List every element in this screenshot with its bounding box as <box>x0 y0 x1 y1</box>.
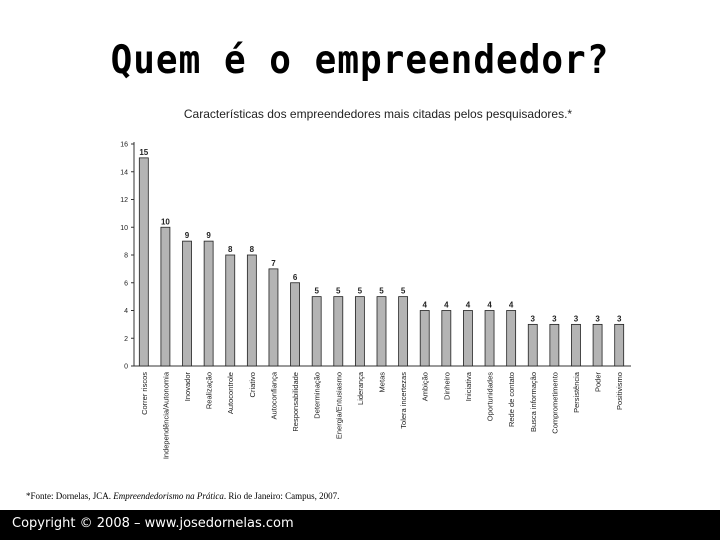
bar <box>225 254 236 367</box>
bar <box>571 323 581 367</box>
bar <box>398 296 409 367</box>
bar <box>549 323 560 367</box>
bar <box>203 240 214 367</box>
y-tick-label: 10 <box>120 225 128 232</box>
category-label: Comprometimento <box>550 372 559 434</box>
category-labels: Correr riscos Independência/Autonomia Inov… <box>140 371 624 459</box>
bar-value-label: 3 <box>617 314 622 323</box>
bar <box>311 296 322 367</box>
bar <box>333 296 344 367</box>
category-label: Responsabilidade <box>291 372 300 432</box>
footnote-prefix: *Fonte: Dornelas, JCA. <box>26 491 114 501</box>
bar <box>160 226 171 367</box>
category-label: Oportunidades <box>486 372 495 421</box>
bar-value-label: 5 <box>401 287 406 296</box>
bar-value-label: 15 <box>139 148 148 157</box>
category-label: Criativo <box>248 372 257 397</box>
bar-value-label: 8 <box>228 245 233 254</box>
y-tick-label: 14 <box>120 169 128 176</box>
bar <box>354 296 365 367</box>
bar-value-label: 3 <box>595 314 600 323</box>
bar-value-label: 3 <box>574 314 579 323</box>
bar-value-label: 10 <box>161 217 170 226</box>
category-label: Inovador <box>183 371 192 401</box>
category-label: Metas <box>378 372 387 393</box>
category-label: Busca informação <box>529 372 538 432</box>
y-tick-label: 4 <box>124 308 128 315</box>
category-label: Determinação <box>313 372 322 419</box>
bar <box>527 323 538 367</box>
category-label: Tolera incertezas <box>399 372 408 429</box>
bar-value-label: 6 <box>293 273 298 282</box>
bar-value-label: 5 <box>379 287 384 296</box>
y-tick-label: 12 <box>120 197 128 204</box>
chart-title: Características dos empreendedores mais … <box>184 107 573 121</box>
bar <box>268 268 279 367</box>
bar-value-label: 5 <box>358 287 363 296</box>
footer-copyright: Copyright © 2008 – www.josedornelas.com <box>12 516 294 531</box>
bar <box>614 323 625 367</box>
y-tick-label: 6 <box>124 280 128 287</box>
bar-value-label: 7 <box>271 259 276 268</box>
bar-value-label: 3 <box>552 314 557 323</box>
category-label: Rede de contato <box>507 372 516 427</box>
source-footnote: *Fonte: Dornelas, JCA. Empreendedorismo … <box>26 491 339 501</box>
bar <box>484 310 495 367</box>
category-label: Correr riscos <box>140 372 149 415</box>
category-label: Liderança <box>356 371 365 405</box>
footnote-book: Empreendedorismo na Prática <box>113 491 224 501</box>
bar <box>419 310 430 367</box>
y-tick-label: 2 <box>124 336 128 343</box>
footnote-suffix: . Rio de Janeiro: Campus, 2007. <box>223 491 340 501</box>
bar-value-label: 4 <box>444 301 449 310</box>
bar <box>182 240 192 367</box>
bar <box>463 310 473 367</box>
category-label: Persistência <box>572 371 581 413</box>
category-label: Positivismo <box>615 372 624 410</box>
footer-bar: Copyright © 2008 – www.josedornelas.com <box>0 510 720 540</box>
bar-value-label: 5 <box>314 287 319 296</box>
category-label: Realização <box>205 372 214 409</box>
bar-chart: Características dos empreendedores mais … <box>120 107 631 459</box>
bar-value-label: 5 <box>336 287 341 296</box>
slide-title: Quem é o empreendedor? <box>110 37 610 84</box>
category-label: Autoconfiança <box>269 371 278 419</box>
bar-value-label: 4 <box>466 301 471 310</box>
category-label: Independência/Autonomia <box>161 371 170 459</box>
bar-value-label: 9 <box>206 231 211 240</box>
bar <box>246 254 257 367</box>
bars <box>138 157 625 367</box>
bar <box>290 282 300 367</box>
bar-value-label: 4 <box>422 301 427 310</box>
y-tick-label: 8 <box>124 253 128 260</box>
category-label: Autocontrole <box>226 372 235 414</box>
y-tick-label: 16 <box>120 142 128 149</box>
bar <box>441 310 452 367</box>
category-label: Dinheiro <box>442 372 451 400</box>
bar-value-label: 4 <box>487 301 492 310</box>
bar <box>376 296 387 367</box>
y-tick-label: 0 <box>124 364 128 371</box>
bar-value-label: 3 <box>531 314 536 323</box>
bar-value-label: 9 <box>185 231 190 240</box>
category-label: Ambição <box>421 372 430 401</box>
value-labels: 15 10 9 9 8 8 7 6 5 5 5 5 5 4 4 4 4 4 3 3 3 3 3 <box>139 148 622 324</box>
category-label: Iniciativa <box>464 371 473 401</box>
bar-value-label: 8 <box>250 245 255 254</box>
category-label: Energia/Entusiasmo <box>334 372 343 439</box>
category-label: Poder <box>594 371 603 392</box>
bar <box>506 310 517 367</box>
bar <box>592 323 603 367</box>
bar-value-label: 4 <box>509 301 514 310</box>
bar <box>138 157 149 367</box>
